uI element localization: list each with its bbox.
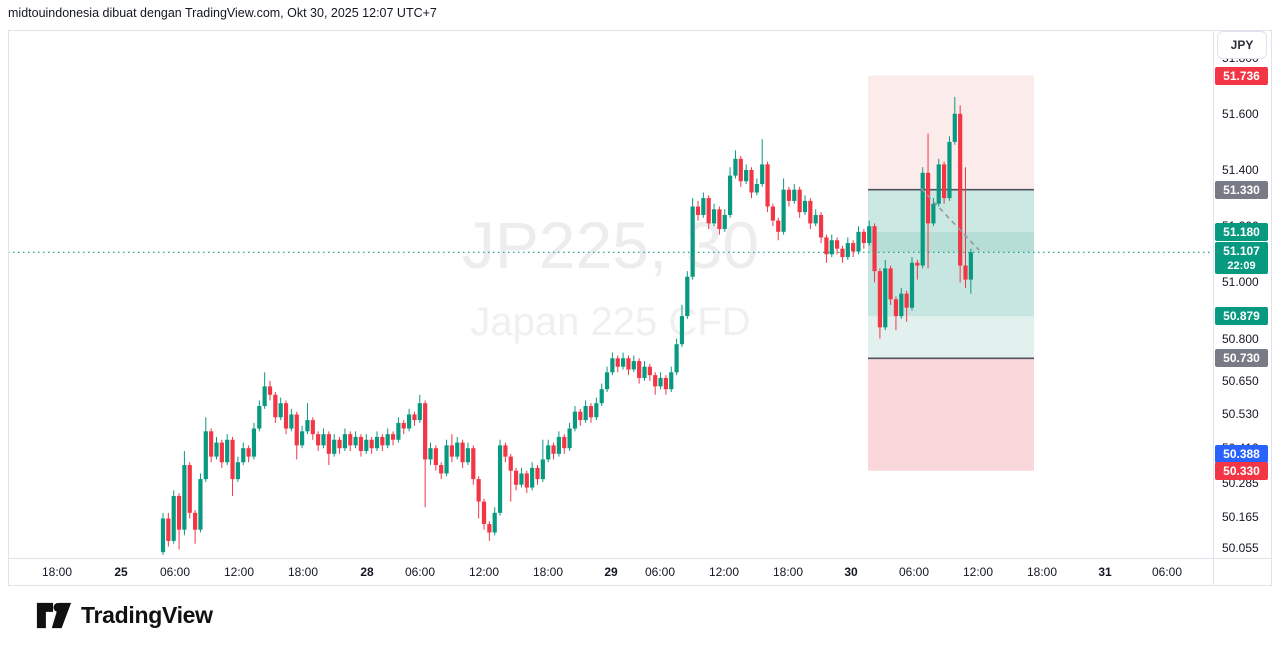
time-tick: 12:00 xyxy=(708,565,740,579)
time-tick-day: 29 xyxy=(604,565,618,579)
chart-attribution: midtouindonesia dibuat dengan TradingVie… xyxy=(8,6,437,20)
time-tick: 18:00 xyxy=(1026,565,1058,579)
time-tick-day: 31 xyxy=(1098,565,1112,579)
position-zone xyxy=(868,316,1034,359)
short-entry-price-badge: 51.330 xyxy=(1215,180,1268,199)
price-tick: 50.530 xyxy=(1222,407,1259,422)
time-tick: 12:00 xyxy=(962,565,994,579)
position-zone xyxy=(868,252,1034,317)
price-tick: 50.800 xyxy=(1222,331,1259,346)
time-tick: 06:00 xyxy=(159,565,191,579)
time-tick: 18:00 xyxy=(41,565,73,579)
time-tick-day: 28 xyxy=(360,565,374,579)
tradingview-logo-text: TradingView xyxy=(81,602,213,628)
time-tick-day: 25 xyxy=(114,565,128,579)
time-tick: 06:00 xyxy=(1151,565,1183,579)
order-price-badge: 50.388 xyxy=(1215,445,1268,464)
current-price-badge: 51.107 22:09 xyxy=(1215,242,1268,275)
long-entry-price-badge: 50.730 xyxy=(1215,349,1268,368)
long-target-price-badge: 51.180 xyxy=(1215,222,1268,241)
price-tick: 51.400 xyxy=(1222,163,1259,177)
tradingview-logo[interactable]: TradingView xyxy=(36,601,213,630)
price-tick: 50.055 xyxy=(1222,540,1259,555)
long-stop-price-badge: 50.330 xyxy=(1215,461,1268,480)
time-tick: 18:00 xyxy=(772,565,804,579)
time-tick: 06:00 xyxy=(404,565,436,579)
time-tick: 12:00 xyxy=(468,565,500,579)
candles-layer xyxy=(160,96,973,555)
time-tick-day: 30 xyxy=(844,565,858,579)
price-tick: 50.650 xyxy=(1222,373,1259,388)
time-tick: 18:00 xyxy=(287,565,319,579)
position-zone xyxy=(868,231,1034,253)
time-tick: 18:00 xyxy=(532,565,564,579)
price-tick: 50.165 xyxy=(1222,510,1259,525)
short-stop-price-badge: 51.736 xyxy=(1215,66,1268,85)
position-zone xyxy=(868,358,1034,471)
short-target-price-badge: 50.879 xyxy=(1215,307,1268,326)
time-tick: 12:00 xyxy=(223,565,255,579)
price-tick: 51.000 xyxy=(1222,275,1259,290)
tradingview-logo-icon xyxy=(36,602,72,629)
price-tick: 51.600 xyxy=(1222,106,1259,121)
time-tick: 06:00 xyxy=(898,565,930,579)
price-tick: 50.285 xyxy=(1222,476,1259,491)
currency-toggle-button[interactable]: JPY xyxy=(1217,31,1267,59)
time-tick: 06:00 xyxy=(644,565,676,579)
chart-border xyxy=(8,30,1272,586)
